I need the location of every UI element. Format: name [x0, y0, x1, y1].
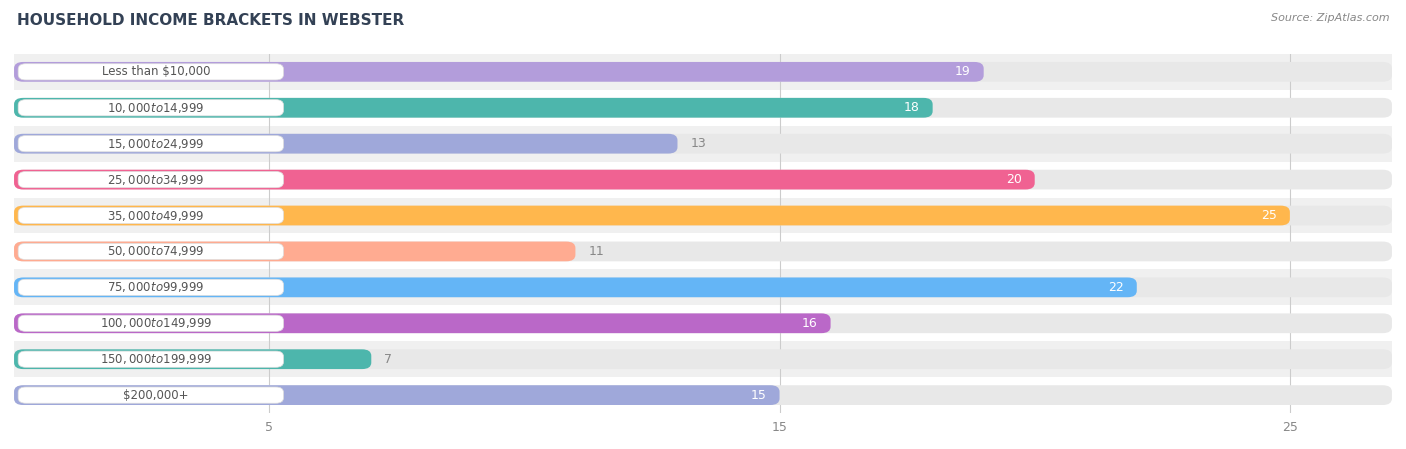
- Text: $50,000 to $74,999: $50,000 to $74,999: [107, 244, 205, 259]
- FancyBboxPatch shape: [14, 134, 678, 154]
- Text: 13: 13: [690, 137, 706, 150]
- FancyBboxPatch shape: [14, 62, 1392, 82]
- Text: 25: 25: [1261, 209, 1277, 222]
- Bar: [14, 126, 1392, 162]
- FancyBboxPatch shape: [18, 387, 284, 403]
- FancyBboxPatch shape: [14, 98, 932, 118]
- FancyBboxPatch shape: [14, 349, 1392, 369]
- Text: $200,000+: $200,000+: [124, 389, 188, 401]
- Text: 22: 22: [1108, 281, 1123, 294]
- FancyBboxPatch shape: [14, 98, 1392, 118]
- Text: $35,000 to $49,999: $35,000 to $49,999: [107, 208, 205, 223]
- Text: $15,000 to $24,999: $15,000 to $24,999: [107, 136, 205, 151]
- FancyBboxPatch shape: [14, 242, 575, 261]
- FancyBboxPatch shape: [14, 385, 779, 405]
- FancyBboxPatch shape: [14, 242, 1392, 261]
- FancyBboxPatch shape: [14, 206, 1289, 225]
- Text: 11: 11: [588, 245, 605, 258]
- FancyBboxPatch shape: [14, 349, 371, 369]
- FancyBboxPatch shape: [18, 207, 284, 224]
- Text: $150,000 to $199,999: $150,000 to $199,999: [100, 352, 212, 366]
- FancyBboxPatch shape: [18, 279, 284, 295]
- FancyBboxPatch shape: [14, 206, 1392, 225]
- Text: 20: 20: [1007, 173, 1022, 186]
- Text: Source: ZipAtlas.com: Source: ZipAtlas.com: [1271, 13, 1389, 23]
- Text: 18: 18: [904, 101, 920, 114]
- FancyBboxPatch shape: [14, 385, 1392, 405]
- FancyBboxPatch shape: [18, 100, 284, 116]
- Bar: [14, 305, 1392, 341]
- Text: $10,000 to $14,999: $10,000 to $14,999: [107, 101, 205, 115]
- Text: 7: 7: [384, 353, 392, 365]
- FancyBboxPatch shape: [14, 277, 1392, 297]
- Bar: [14, 233, 1392, 269]
- Text: 16: 16: [801, 317, 818, 330]
- Bar: [14, 162, 1392, 198]
- Bar: [14, 54, 1392, 90]
- Text: 15: 15: [751, 389, 766, 401]
- Text: $25,000 to $34,999: $25,000 to $34,999: [107, 172, 205, 187]
- Text: $75,000 to $99,999: $75,000 to $99,999: [107, 280, 205, 295]
- Bar: [14, 377, 1392, 413]
- FancyBboxPatch shape: [14, 170, 1035, 189]
- Bar: [14, 90, 1392, 126]
- FancyBboxPatch shape: [18, 243, 284, 260]
- FancyBboxPatch shape: [18, 64, 284, 80]
- FancyBboxPatch shape: [14, 313, 1392, 333]
- Bar: [14, 269, 1392, 305]
- FancyBboxPatch shape: [14, 170, 1392, 189]
- FancyBboxPatch shape: [14, 134, 1392, 154]
- FancyBboxPatch shape: [18, 351, 284, 367]
- Text: HOUSEHOLD INCOME BRACKETS IN WEBSTER: HOUSEHOLD INCOME BRACKETS IN WEBSTER: [17, 13, 404, 28]
- Text: Less than $10,000: Less than $10,000: [101, 66, 209, 78]
- Bar: [14, 341, 1392, 377]
- FancyBboxPatch shape: [14, 313, 831, 333]
- FancyBboxPatch shape: [14, 62, 984, 82]
- FancyBboxPatch shape: [14, 277, 1137, 297]
- Text: 19: 19: [955, 66, 972, 78]
- FancyBboxPatch shape: [18, 315, 284, 331]
- FancyBboxPatch shape: [18, 172, 284, 188]
- FancyBboxPatch shape: [18, 136, 284, 152]
- Bar: [14, 198, 1392, 233]
- Text: $100,000 to $149,999: $100,000 to $149,999: [100, 316, 212, 330]
